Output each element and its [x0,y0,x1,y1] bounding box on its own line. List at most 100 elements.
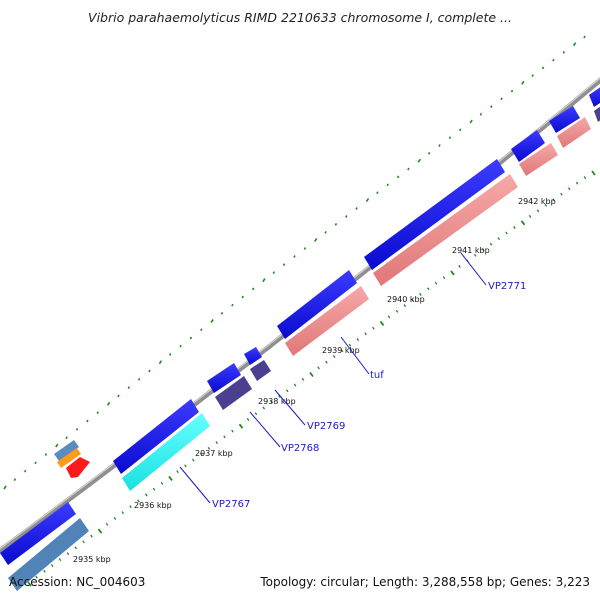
cds-trna-cyan [122,413,210,491]
cds-forward [511,130,545,162]
cds-forward [113,399,199,474]
outer-tick [55,443,59,448]
forward-strand-genes [0,87,600,565]
outer-tick [345,215,348,218]
outer-tick [200,328,203,332]
inner-tick [317,366,320,370]
cds-steel [8,518,89,591]
inner-tick [489,242,493,246]
outer-tick [314,237,318,242]
inner-tick [520,220,526,226]
inner-tick [309,371,314,378]
inner-tick [184,464,187,468]
inner-tick [293,383,297,387]
inner-tick [199,452,203,456]
inner-tick [191,458,195,462]
inner-tick [395,309,399,313]
inner-tick [497,237,501,241]
cds-forward [549,106,580,133]
inner-tick [27,581,32,587]
cds-forward [364,159,505,270]
inner-tick [332,355,336,358]
outer-tick [407,167,410,171]
cds-forward [277,270,357,339]
outer-tick [386,183,389,187]
inner-tick [583,176,587,180]
inner-tick [168,475,173,481]
inner-tick [74,546,78,550]
gene-label[interactable]: VP2771 [488,281,526,292]
cds-reverse [285,286,369,356]
outer-tick [106,401,111,406]
kbp-labels: 2935 kbp 2936 kbp 2937 kbp 2938 kbp 2939… [73,197,556,564]
genome-stats-text: Topology: circular; Length: 3,288,558 bp… [260,575,590,589]
inner-tick [450,270,455,276]
leader-line [274,389,306,426]
inner-tick [372,326,375,330]
inner-tick [285,389,289,393]
inner-tick [160,481,164,485]
inner-tick [262,406,266,410]
inner-tick [66,552,70,556]
gene-label[interactable]: tuf [370,370,384,381]
inner-tick [129,505,132,509]
leader-line [340,336,370,375]
cds-dark [215,376,252,410]
inner-tick [567,187,571,191]
kbp-label: 2936 kbp [134,501,172,510]
outer-tick [127,386,131,389]
inner-tick [238,423,244,429]
inner-tick [105,522,109,526]
kbp-label: 2939 kbp [322,346,360,355]
small-features [54,440,90,478]
outer-tick [241,295,244,299]
inner-tick [591,170,596,176]
outer-tick [231,303,234,307]
outer-tick [210,319,214,323]
inner-tick [215,441,219,445]
outer-tick [189,336,193,340]
inner-tick [552,198,555,202]
inner-tick [387,315,391,319]
gene-label[interactable]: VP2769 [307,421,345,432]
outer-tick [396,175,400,179]
outer-tick [572,42,577,47]
outer-tick [34,461,37,465]
outer-tick [179,344,182,348]
outer-tick [355,207,358,210]
inner-tick [43,569,46,573]
outer-tick [75,427,79,431]
inner-tick [442,276,446,280]
outer-tick [251,287,255,291]
outer-tick [117,394,120,398]
gene-label[interactable]: VP2767 [212,499,250,510]
inner-tick [528,214,532,218]
outer-tick [65,436,68,440]
inner-tick [560,192,563,196]
outer-tick [86,419,89,423]
leader-line [179,466,211,504]
inner-tick [152,487,156,491]
cds-reverse [519,143,558,176]
gene-label[interactable]: VP2768 [281,443,319,454]
outer-tick [3,485,7,490]
inner-tick [348,343,352,347]
outer-tick [562,51,566,54]
inner-tick [278,395,281,398]
inner-tick [411,298,414,302]
cds-forward [0,502,76,565]
inner-tick [97,528,103,534]
inner-tick-ring [27,170,596,587]
kbp-label: 2942 kbp [518,197,556,206]
inner-tick [113,517,117,520]
kbp-label: 2940 kbp [387,295,425,304]
feature-red-arrow [66,457,90,478]
outer-tick [365,198,370,203]
inner-tick [58,558,62,562]
accession-text: Accession: NC_004603 [9,575,146,589]
outer-tick [583,35,586,39]
outer-tick [272,271,276,274]
outer-tick [531,74,534,77]
outer-tick [148,369,151,373]
